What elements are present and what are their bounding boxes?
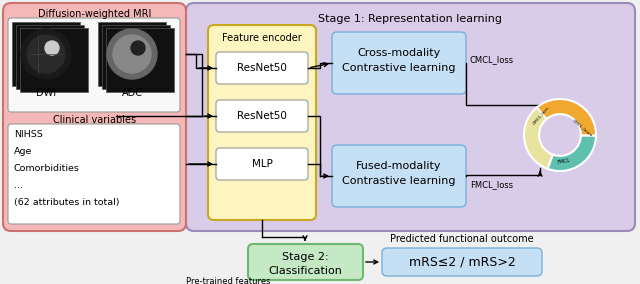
Text: ...: ... <box>14 181 23 190</box>
Circle shape <box>45 41 59 55</box>
Text: Age: Age <box>14 147 33 156</box>
Text: Predicted functional outcome: Predicted functional outcome <box>390 234 534 244</box>
FancyBboxPatch shape <box>8 18 180 112</box>
FancyBboxPatch shape <box>3 3 186 231</box>
Bar <box>20 28 88 92</box>
Text: CMCL_loss: CMCL_loss <box>532 105 550 125</box>
Text: Cross-modality: Cross-modality <box>357 48 440 58</box>
Text: CMCL_learn: CMCL_learn <box>572 118 593 137</box>
Wedge shape <box>548 135 596 171</box>
FancyBboxPatch shape <box>208 25 316 220</box>
Text: Feature encoder: Feature encoder <box>222 33 302 43</box>
Text: Contrastive learning: Contrastive learning <box>342 63 456 73</box>
Wedge shape <box>537 99 596 135</box>
Circle shape <box>113 35 151 73</box>
Text: mRS≤2 / mRS>2: mRS≤2 / mRS>2 <box>408 256 515 268</box>
Text: Contrastive learning: Contrastive learning <box>342 176 456 186</box>
FancyBboxPatch shape <box>186 3 635 231</box>
FancyBboxPatch shape <box>8 124 180 224</box>
Text: NIHSS: NIHSS <box>14 130 43 139</box>
Text: Stage 2:: Stage 2: <box>282 252 328 262</box>
FancyBboxPatch shape <box>216 148 308 180</box>
Text: Classification: Classification <box>268 266 342 276</box>
Text: FMCL_loss: FMCL_loss <box>470 181 513 189</box>
Bar <box>98 22 166 86</box>
FancyBboxPatch shape <box>248 244 363 280</box>
Circle shape <box>27 35 65 73</box>
Text: Comorbidities: Comorbidities <box>14 164 80 173</box>
Bar <box>12 22 80 86</box>
Text: MLP: MLP <box>252 159 273 169</box>
Text: DWI: DWI <box>36 88 56 98</box>
Wedge shape <box>524 107 553 169</box>
Text: ResNet50: ResNet50 <box>237 63 287 73</box>
Text: Clinical variables: Clinical variables <box>53 115 136 125</box>
Text: FMCL: FMCL <box>557 157 570 164</box>
Text: ADC: ADC <box>122 88 143 98</box>
FancyBboxPatch shape <box>216 52 308 84</box>
FancyBboxPatch shape <box>382 248 542 276</box>
Text: Diffusion-weighted MRI: Diffusion-weighted MRI <box>38 9 152 19</box>
Text: CMCL_loss: CMCL_loss <box>470 55 514 64</box>
Bar <box>106 28 174 92</box>
Text: Pre-trained features: Pre-trained features <box>186 277 270 284</box>
Circle shape <box>131 41 145 55</box>
Text: ResNet50: ResNet50 <box>237 111 287 121</box>
Text: Stage 1: Representation learning: Stage 1: Representation learning <box>318 14 502 24</box>
FancyBboxPatch shape <box>332 145 466 207</box>
FancyBboxPatch shape <box>332 32 466 94</box>
Text: (62 attributes in total): (62 attributes in total) <box>14 198 120 207</box>
Text: Fused-modality: Fused-modality <box>356 161 442 171</box>
FancyBboxPatch shape <box>216 100 308 132</box>
Bar <box>16 25 84 89</box>
Circle shape <box>107 29 157 79</box>
Circle shape <box>21 29 71 79</box>
Bar <box>102 25 170 89</box>
